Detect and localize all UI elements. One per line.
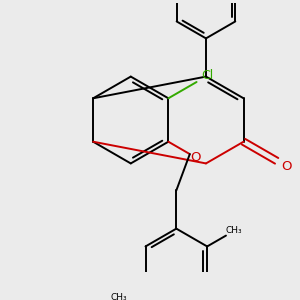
Text: O: O	[190, 151, 201, 164]
Text: CH₃: CH₃	[110, 293, 127, 300]
Text: O: O	[281, 160, 291, 173]
Text: CH₃: CH₃	[226, 226, 243, 235]
Text: Cl: Cl	[201, 69, 213, 82]
